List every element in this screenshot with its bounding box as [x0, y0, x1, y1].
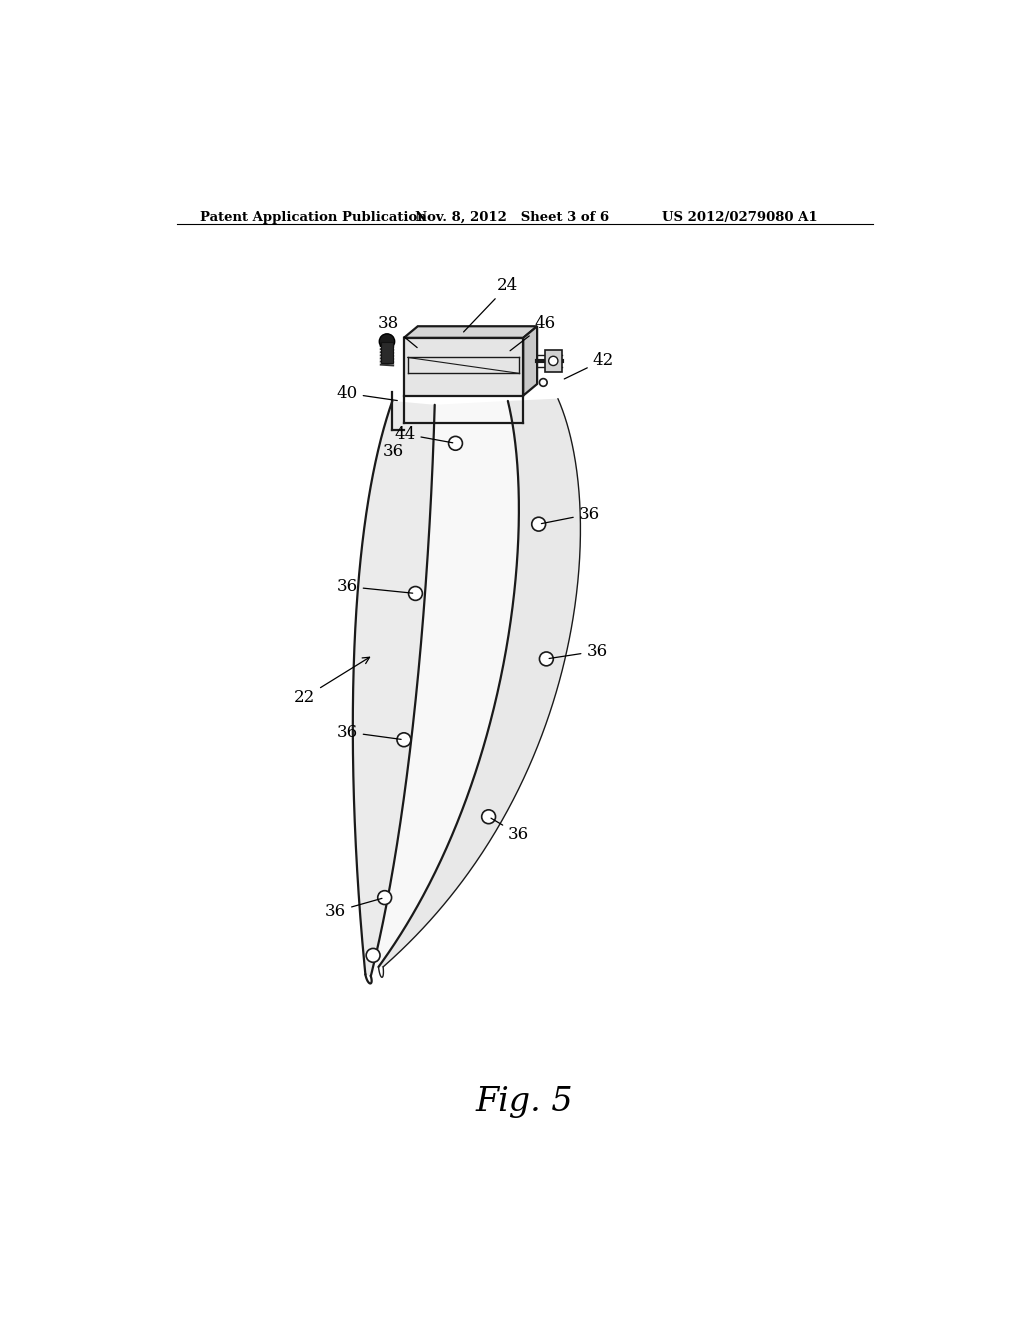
Text: 38: 38 [378, 315, 417, 347]
Text: Fig. 5: Fig. 5 [476, 1085, 573, 1118]
Text: 40: 40 [337, 384, 397, 401]
Circle shape [379, 334, 394, 350]
Circle shape [531, 517, 546, 531]
Text: 36: 36 [490, 818, 529, 843]
Text: 42: 42 [564, 351, 613, 379]
Text: 36: 36 [542, 506, 600, 524]
Text: Nov. 8, 2012   Sheet 3 of 6: Nov. 8, 2012 Sheet 3 of 6 [416, 211, 609, 224]
Polygon shape [523, 326, 538, 396]
Circle shape [409, 586, 422, 601]
Text: US 2012/0279080 A1: US 2012/0279080 A1 [662, 211, 817, 224]
Text: 44: 44 [394, 425, 453, 442]
Circle shape [540, 379, 547, 387]
Text: Patent Application Publication: Patent Application Publication [200, 211, 427, 224]
Text: 36: 36 [325, 899, 382, 920]
Circle shape [378, 891, 391, 904]
Circle shape [540, 652, 553, 665]
Text: 24: 24 [464, 277, 518, 331]
Circle shape [367, 948, 380, 962]
Polygon shape [403, 338, 523, 396]
Text: 22: 22 [294, 657, 370, 706]
Circle shape [481, 809, 496, 824]
Text: 36: 36 [337, 578, 413, 595]
Polygon shape [379, 399, 581, 966]
Polygon shape [381, 342, 393, 363]
Circle shape [549, 356, 558, 366]
Polygon shape [353, 401, 435, 977]
Polygon shape [371, 401, 519, 977]
Text: 36: 36 [383, 442, 403, 459]
Text: 36: 36 [549, 643, 607, 660]
Polygon shape [545, 350, 562, 372]
Circle shape [449, 437, 463, 450]
Circle shape [397, 733, 411, 747]
Text: 46: 46 [510, 315, 555, 351]
Polygon shape [403, 326, 538, 338]
Text: 36: 36 [337, 723, 401, 741]
